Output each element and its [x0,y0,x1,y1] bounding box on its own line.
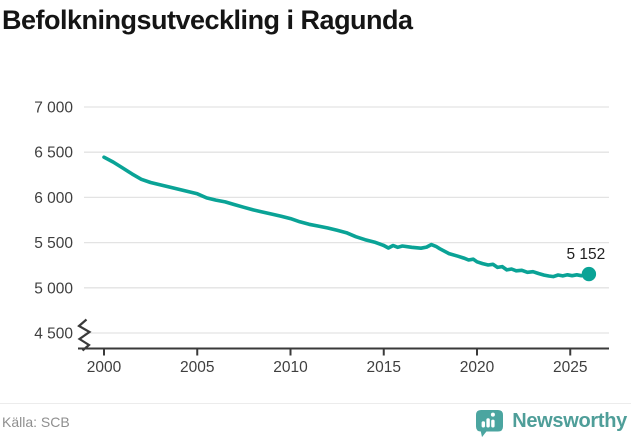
population-line [102,155,591,279]
y-tick-label: 5 000 [34,280,73,297]
axis-break-zigzag-icon [77,318,92,352]
brand-wordmark: Newsworthy [512,410,627,432]
data-series: 5 152 [102,155,606,282]
x-tick-label: 2025 [553,359,587,376]
end-value-label: 5 152 [567,246,606,263]
x-axis-labels: 2000 2005 2010 2015 2020 2025 [87,359,588,376]
y-tick-label: 6 000 [34,190,73,207]
x-axis [78,347,609,356]
x-tick-label: 2005 [180,359,214,376]
page-title: Befolkningsutveckling i Ragunda [2,5,413,35]
newsworthy-brand: Newsworthy [474,406,627,437]
y-tick-label: 7 000 [34,100,73,117]
x-tick-label: 2000 [87,359,122,376]
source-label: Källa: SCB [2,413,70,430]
y-tick-label: 6 500 [34,145,73,162]
y-tick-label: 5 500 [34,235,73,252]
end-point-dot [581,266,597,282]
y-axis-labels: 7 000 6 500 6 000 5 500 5 000 4 500 [34,100,73,343]
footer: Källa: SCB Newsworthy [0,403,631,439]
bar-chart-speech-bubble-icon [476,410,504,437]
x-tick-label: 2015 [367,359,401,376]
y-tick-label: 4 500 [34,326,73,343]
x-tick-label: 2020 [460,359,495,376]
gridlines [84,106,609,334]
x-tick-label: 2010 [273,359,308,376]
